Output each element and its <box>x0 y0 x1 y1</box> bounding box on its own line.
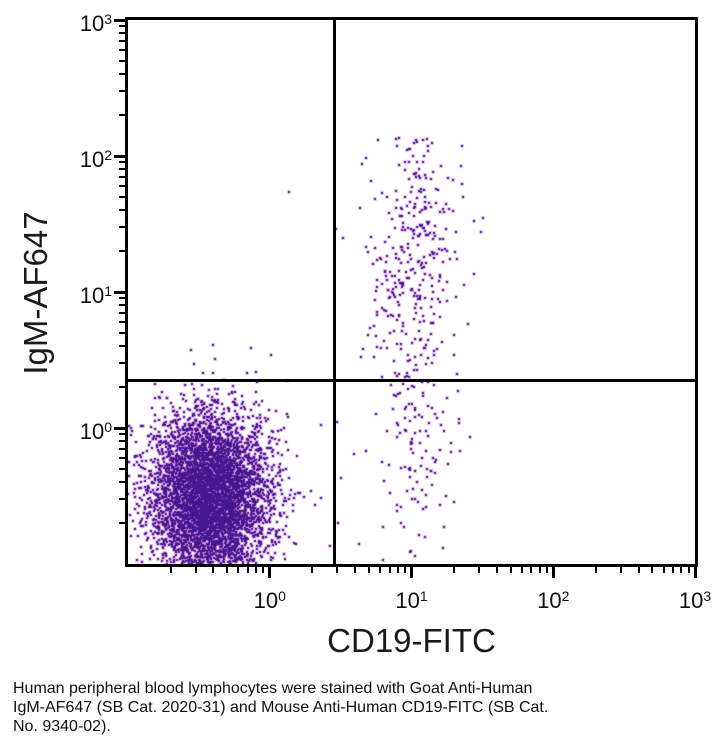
y-axis-minor-tick <box>119 440 128 443</box>
y-axis-minor-tick <box>119 312 128 315</box>
x-axis-minor-tick <box>619 564 622 573</box>
plot-area <box>125 17 698 567</box>
caption-line: No. 9340-02). <box>13 718 111 735</box>
caption-line: IgM-AF647 (SB Cat. 2020-31) and Mouse An… <box>13 699 549 716</box>
x-axis-minor-tick <box>637 564 640 573</box>
x-axis-minor-tick <box>246 564 249 573</box>
y-axis-minor-tick <box>119 226 128 229</box>
y-tick-label: 100 <box>79 419 112 444</box>
x-axis-minor-tick <box>545 564 548 573</box>
y-axis-title: IgM-AF647 <box>17 211 54 375</box>
quadrant-gate-vertical-line <box>332 20 336 564</box>
y-axis-minor-tick <box>119 250 128 253</box>
x-tick-label: 102 <box>537 588 570 613</box>
y-axis-minor-tick <box>119 481 128 484</box>
x-axis-minor-tick <box>538 564 541 573</box>
x-axis-minor-tick <box>495 564 498 573</box>
x-axis-minor-tick <box>509 564 512 573</box>
y-axis-minor-tick <box>119 185 128 188</box>
y-axis-minor-tick <box>119 345 128 348</box>
x-axis-minor-tick <box>367 564 370 573</box>
y-axis-major-tick <box>114 18 128 22</box>
x-axis-minor-tick <box>396 564 399 573</box>
y-axis-minor-tick <box>119 161 128 164</box>
y-tick-label: 101 <box>79 283 112 308</box>
y-axis-minor-tick <box>119 297 128 300</box>
y-axis-minor-tick <box>119 168 128 171</box>
x-axis-major-tick <box>551 564 555 578</box>
y-axis-minor-tick <box>119 209 128 212</box>
y-axis-minor-tick <box>119 498 128 501</box>
y-axis-minor-tick <box>119 49 128 52</box>
y-axis-minor-tick <box>119 448 128 451</box>
x-tick-label: 100 <box>253 588 286 613</box>
y-axis-minor-tick <box>119 40 128 43</box>
x-tick-label: 103 <box>678 588 712 613</box>
x-axis-minor-tick <box>687 564 690 573</box>
x-axis-minor-tick <box>212 564 215 573</box>
x-axis-minor-tick <box>336 564 339 573</box>
x-axis-major-tick <box>693 564 697 578</box>
x-axis-minor-tick <box>530 564 533 573</box>
x-axis-minor-tick <box>651 564 654 573</box>
y-axis-minor-tick <box>119 433 128 436</box>
x-axis-minor-tick <box>379 564 382 573</box>
x-axis-minor-tick <box>680 564 683 573</box>
x-axis-minor-tick <box>520 564 523 573</box>
y-axis-minor-tick <box>119 467 128 470</box>
y-axis-minor-tick <box>119 362 128 365</box>
y-axis-minor-tick <box>119 73 128 76</box>
figure-caption: Human peripheral blood lymphocytes were … <box>13 679 703 736</box>
y-axis-minor-tick <box>119 176 128 179</box>
y-tick-label: 102 <box>79 147 112 172</box>
x-axis-minor-tick <box>262 564 265 573</box>
x-axis-minor-tick <box>237 564 240 573</box>
y-axis-minor-tick <box>119 331 128 334</box>
x-axis-minor-tick <box>594 564 597 573</box>
x-axis-minor-tick <box>478 564 481 573</box>
y-axis-minor-tick <box>119 304 128 307</box>
x-axis-major-tick <box>410 564 413 578</box>
y-axis-minor-tick <box>119 195 128 198</box>
y-axis-minor-tick <box>119 522 128 525</box>
x-axis-minor-tick <box>311 564 314 573</box>
x-axis-minor-tick <box>404 564 406 573</box>
y-axis-minor-tick <box>119 90 128 93</box>
x-axis-minor-tick <box>354 564 357 573</box>
y-axis-minor-tick <box>119 25 128 28</box>
x-axis-minor-tick <box>662 564 665 573</box>
scatter-dots-canvas <box>128 20 695 564</box>
x-axis-minor-tick <box>388 564 391 573</box>
x-tick-label: 101 <box>395 588 428 613</box>
y-axis-minor-tick <box>119 59 128 62</box>
y-axis-minor-tick <box>119 114 128 117</box>
x-axis-minor-tick <box>226 564 229 573</box>
y-tick-label: 103 <box>79 11 112 36</box>
y-axis-major-tick <box>114 426 128 430</box>
y-axis-minor-tick <box>119 32 128 35</box>
caption-line: Human peripheral blood lymphocytes were … <box>13 680 533 697</box>
y-axis-minor-tick <box>119 386 128 389</box>
quadrant-gate-horizontal-line <box>128 379 695 383</box>
y-axis-major-tick <box>114 290 128 294</box>
y-axis-minor-tick <box>119 457 128 460</box>
x-axis-major-tick <box>268 564 272 578</box>
x-axis-minor-tick <box>255 564 257 573</box>
x-axis-minor-tick <box>169 564 172 573</box>
x-axis-minor-tick <box>672 564 675 573</box>
x-axis-title: CD19-FITC <box>327 622 496 659</box>
y-axis-minor-tick <box>119 321 128 324</box>
y-axis-major-tick <box>114 154 128 158</box>
x-axis-minor-tick <box>194 564 197 573</box>
x-axis-minor-tick <box>453 564 456 573</box>
